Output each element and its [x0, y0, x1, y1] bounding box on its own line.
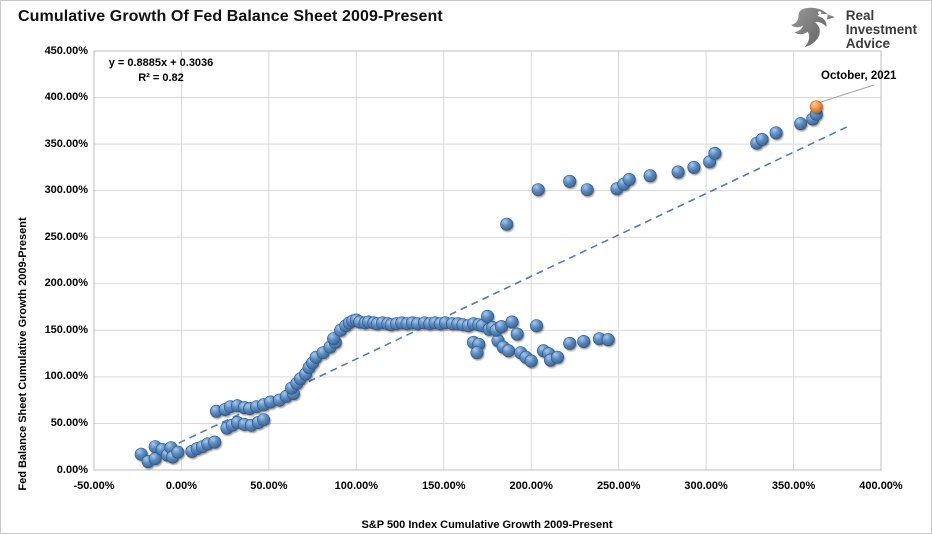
logo-line-3: Advice: [845, 35, 890, 51]
scatter-point: [577, 334, 591, 348]
series-fed-vs-sp500-monthly: [134, 107, 823, 469]
x-tick-label: 400.00%: [859, 480, 903, 492]
scatter-point: [500, 217, 514, 231]
highlight-point-october-2021: [809, 100, 823, 114]
x-tick-label: 250.00%: [596, 480, 641, 492]
scatter-point: [550, 350, 564, 364]
scatter-point: [501, 344, 515, 358]
scatter-point: [643, 169, 657, 183]
r-squared-line: R² = 0.82: [138, 72, 184, 84]
y-tick-label: 150.00%: [44, 323, 88, 336]
x-tick-label: 0.00%: [165, 480, 198, 492]
x-tick-label: 50.00%: [250, 480, 288, 492]
scatter-point: [510, 327, 524, 341]
scatter-point: [563, 336, 577, 350]
y-tick-label: 100.00%: [44, 370, 88, 383]
annotation-leader-line: [821, 84, 875, 103]
scatter-point: [208, 435, 222, 449]
equation-line: y = 0.8885x + 0.3036: [108, 57, 214, 69]
scatter-point: [708, 146, 722, 160]
x-tick-label: 300.00%: [684, 480, 728, 492]
y-tick-label: 250.00%: [44, 230, 88, 243]
scatter-point: [755, 133, 769, 147]
plot-border: [93, 50, 882, 471]
x-axis-title: S&P 500 Index Cumulative Growth 2009-Pre…: [361, 519, 613, 531]
scatter-point: [470, 346, 484, 360]
scatter-point: [505, 315, 519, 329]
scatter-point: [257, 413, 271, 427]
scatter-point: [171, 445, 185, 459]
logo-line-1: Real: [845, 7, 875, 23]
logo-line-2: Investment: [845, 21, 917, 37]
scatter-point: [794, 117, 808, 131]
trendline: [156, 125, 849, 455]
eagle-logo-icon: [790, 7, 835, 48]
series-october-2021: [809, 100, 823, 114]
x-tick-label: 100.00%: [334, 480, 379, 492]
scatter-point: [622, 173, 636, 187]
x-tick-label: 150.00%: [422, 480, 466, 492]
scatter-point: [531, 183, 545, 197]
scatter-point: [529, 319, 543, 333]
y-tick-label: 0.00%: [56, 463, 88, 476]
chart-title: Cumulative Growth Of Fed Balance Sheet 2…: [18, 8, 443, 25]
y-tick-label: 300.00%: [44, 184, 88, 197]
scatter-point: [671, 165, 685, 179]
y-tick-label: 200.00%: [44, 277, 88, 290]
logo: Real Investment Advice: [787, 6, 917, 53]
y-tick-label: 350.00%: [44, 137, 88, 150]
scatter-point: [769, 126, 783, 140]
y-tick-label: 50.00%: [50, 416, 88, 429]
scatter-point: [480, 309, 494, 323]
y-tick-label: 400.00%: [44, 91, 88, 104]
x-tick-label: 350.00%: [771, 480, 816, 492]
annotation-october-2021: October, 2021: [821, 70, 897, 82]
scatter-point: [580, 183, 594, 197]
y-axis-title: Fed Balance Sheet Cumulative Growth 2009…: [17, 217, 29, 491]
scatter-point: [601, 333, 615, 347]
scatter-point: [327, 332, 341, 346]
scatter-point: [687, 160, 701, 174]
trendline-equation: y = 0.8885x + 0.3036 R² = 0.82: [96, 56, 226, 86]
x-tick-label: -50.00%: [73, 480, 115, 492]
logo-text: Real Investment Advice: [845, 7, 917, 51]
y-tick-label: 450.00%: [44, 44, 88, 57]
x-tick-label: 200.00%: [509, 480, 553, 492]
scatter-point: [524, 354, 538, 368]
scatter-point: [563, 174, 577, 188]
